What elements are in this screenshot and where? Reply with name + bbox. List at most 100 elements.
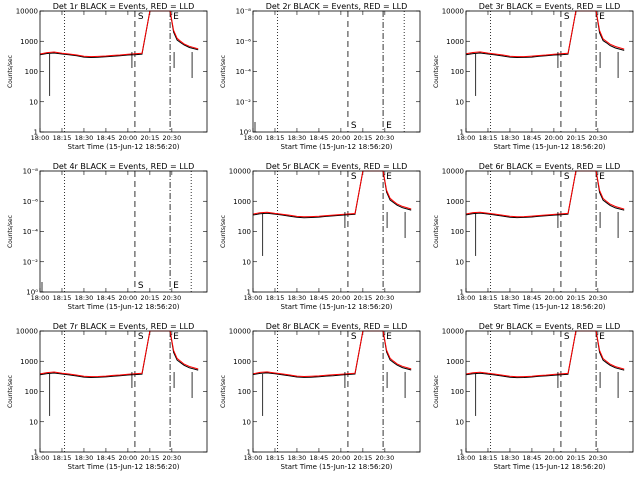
y-tick-label: 1	[34, 129, 38, 137]
x-tick-label: 18:15	[479, 294, 498, 302]
x-tick-label: 18:00	[31, 294, 50, 302]
y-tick-label: 10⁻²	[23, 258, 39, 266]
y-tick-label: 10	[455, 258, 464, 266]
x-tick-label: 20:15	[567, 454, 586, 462]
x-tick-label: 20:15	[141, 454, 160, 462]
x-tick-label: 18:45	[97, 294, 116, 302]
x-tick-label: 20:00	[545, 134, 564, 142]
y-tick-label: 10	[242, 418, 251, 426]
end-marker-label: E	[386, 121, 392, 131]
detector-panel: Det 8r BLACK = Events, RED = LLD Counts/s…	[220, 322, 421, 471]
end-marker-label: E	[599, 332, 605, 342]
end-marker-label: E	[386, 332, 392, 342]
y-tick-label: 10000	[16, 8, 38, 16]
start-marker-label: S	[564, 12, 570, 22]
x-tick-label: 18:15	[53, 134, 72, 142]
start-marker-label: S	[351, 172, 357, 182]
x-tick-label: 18:00	[31, 134, 50, 142]
x-tick-label: 20:30	[588, 134, 607, 142]
y-tick-label: 1000	[20, 38, 38, 46]
y-tick-label: 1000	[446, 198, 464, 206]
start-marker-label: S	[138, 332, 144, 342]
end-marker-label: E	[173, 281, 179, 291]
y-tick-label: 1000	[233, 358, 251, 366]
x-tick-label: 20:15	[567, 134, 586, 142]
y-tick-label: 100	[238, 228, 251, 236]
x-tick-label: 18:15	[479, 134, 498, 142]
lld-series-line	[465, 330, 625, 378]
x-tick-label: 20:30	[375, 134, 394, 142]
x-tick-label: 18:45	[523, 294, 542, 302]
y-axis-label: Counts/sec	[7, 375, 14, 408]
x-tick-label: 18:30	[501, 134, 520, 142]
start-marker-label: S	[564, 332, 570, 342]
lld-series-line	[465, 170, 625, 218]
x-tick-label: 20:15	[141, 294, 160, 302]
x-tick-label: 20:00	[332, 454, 351, 462]
y-tick-label: 1000	[446, 38, 464, 46]
y-tick-label: 1000	[233, 198, 251, 206]
x-axis-label: Start Time (15-Jun-12 18:56:20)	[68, 303, 180, 311]
y-axis-label: Counts/sec	[220, 215, 227, 248]
detector-panel: Det 4r BLACK = Events, RED = LLD Counts/s…	[7, 162, 208, 311]
panel-title: Det 1r BLACK = Events, RED = LLD	[53, 2, 195, 11]
y-tick-label: 1	[460, 289, 464, 297]
x-tick-label: 20:15	[354, 134, 373, 142]
plot-frame	[465, 330, 634, 453]
detector-panel: Det 3r BLACK = Events, RED = LLD Counts/s…	[433, 2, 634, 151]
y-axis-label: Counts/sec	[433, 375, 440, 408]
x-axis-label: Start Time (15-Jun-12 18:56:20)	[281, 143, 393, 151]
y-tick-label: 1	[460, 449, 464, 457]
panel-title: Det 5r BLACK = Events, RED = LLD	[266, 162, 408, 171]
panel-title: Det 4r BLACK = Events, RED = LLD	[53, 162, 195, 171]
x-tick-label: 18:30	[75, 294, 94, 302]
x-tick-label: 20:30	[375, 454, 394, 462]
y-tick-label: 10⁰	[26, 289, 38, 297]
start-marker-label: S	[138, 281, 144, 291]
y-tick-label: 10	[455, 98, 464, 106]
x-axis-label: Start Time (15-Jun-12 18:56:20)	[494, 463, 606, 471]
end-marker-label: E	[599, 12, 605, 22]
x-tick-label: 20:30	[588, 454, 607, 462]
x-tick-label: 18:15	[266, 294, 285, 302]
start-marker-label: S	[351, 121, 357, 131]
y-tick-label: 10	[242, 258, 251, 266]
x-axis-label: Start Time (15-Jun-12 18:56:20)	[68, 463, 180, 471]
panel-title: Det 3r BLACK = Events, RED = LLD	[479, 2, 621, 11]
events-series-line	[465, 170, 625, 219]
y-axis-label: Counts/sec	[433, 215, 440, 248]
x-tick-label: 18:15	[479, 454, 498, 462]
x-tick-label: 20:15	[354, 294, 373, 302]
x-tick-label: 20:00	[332, 134, 351, 142]
plot-frame	[39, 10, 208, 133]
detector-panel: Det 9r BLACK = Events, RED = LLD Counts/s…	[433, 322, 634, 471]
lld-series-line	[39, 10, 199, 58]
plot-frame	[252, 10, 421, 133]
x-axis-label: Start Time (15-Jun-12 18:56:20)	[68, 143, 180, 151]
x-tick-label: 18:30	[288, 134, 307, 142]
x-tick-label: 20:30	[162, 134, 181, 142]
y-tick-label: 100	[25, 68, 38, 76]
x-tick-label: 18:00	[457, 134, 476, 142]
plot-frame	[465, 10, 634, 133]
x-tick-label: 18:00	[31, 454, 50, 462]
y-tick-label: 100	[238, 388, 251, 396]
x-tick-label: 18:00	[244, 134, 263, 142]
x-tick-label: 18:15	[266, 454, 285, 462]
detector-panel: Det 2r BLACK = Events, RED = LLD Counts/s…	[220, 2, 421, 151]
y-tick-label: 10000	[442, 168, 464, 176]
detector-panel: Det 1r BLACK = Events, RED = LLD Counts/s…	[7, 2, 208, 151]
x-tick-label: 20:00	[119, 454, 138, 462]
x-tick-label: 18:30	[75, 134, 94, 142]
end-marker-label: E	[599, 172, 605, 182]
plot-frame	[252, 170, 421, 293]
y-tick-label: 10⁻⁴	[236, 68, 252, 76]
y-axis-label: Counts/sec	[7, 55, 14, 88]
events-series-line	[39, 10, 199, 59]
y-tick-label: 10	[29, 418, 38, 426]
lld-series-line	[252, 170, 412, 218]
end-marker-label: E	[173, 12, 179, 22]
events-series-line	[465, 330, 625, 379]
x-tick-label: 20:30	[162, 294, 181, 302]
